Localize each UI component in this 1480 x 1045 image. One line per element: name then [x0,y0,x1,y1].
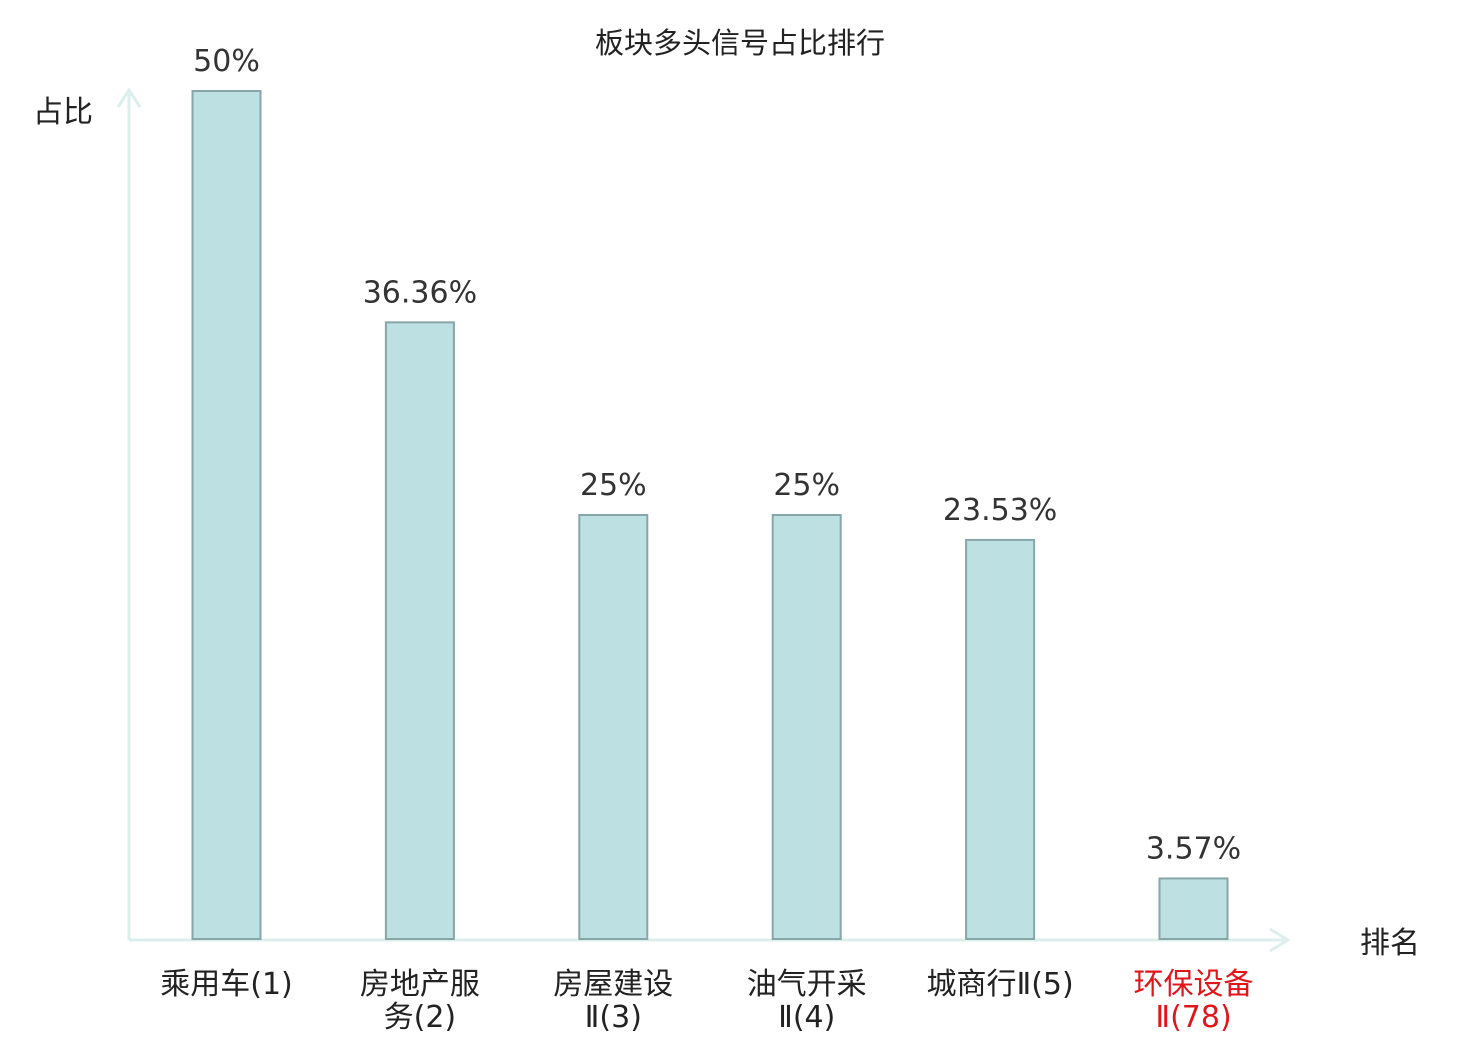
data-label-4: 25% [773,468,840,503]
data-label-3: 25% [580,468,647,503]
bar-1 [191,90,262,940]
x-tick-label-6-line-2: Ⅱ(78) [1155,1000,1231,1035]
y-axis [116,87,142,940]
x-tick-label-4-line-2: Ⅱ(4) [778,1000,835,1035]
x-tick-label-3-line-2: Ⅱ(3) [585,1000,642,1035]
x-axis-label: 排名 [1360,926,1420,961]
x-tick-label-6-line-1: 环保设备 [1134,967,1254,1002]
y-axis-label: 占比 [33,95,93,130]
bar-4 [771,514,842,940]
x-tick-label-2-line-1: 房地产服 [360,967,480,1002]
chart-title: 板块多头信号占比排行 [595,26,885,60]
x-tick-label-1: 乘用车(1) [160,967,293,1002]
bar-3 [578,514,649,940]
data-label-5: 23.53% [943,493,1057,528]
x-tick-label-4-line-1: 油气开采 [747,967,867,1002]
bar-5 [965,538,1036,940]
data-label-6: 3.57% [1146,831,1241,866]
bar-6 [1158,877,1229,941]
data-label-1: 50% [193,44,260,79]
x-tick-label-2-line-2: 务(2) [384,1000,457,1035]
data-label-2: 36.36% [363,275,477,310]
bar-2 [384,321,455,940]
x-tick-label-5: 城商行Ⅱ(5) [926,967,1073,1002]
x-tick-label-3-line-1: 房屋建设 [553,967,673,1002]
x-axis [129,927,1291,953]
